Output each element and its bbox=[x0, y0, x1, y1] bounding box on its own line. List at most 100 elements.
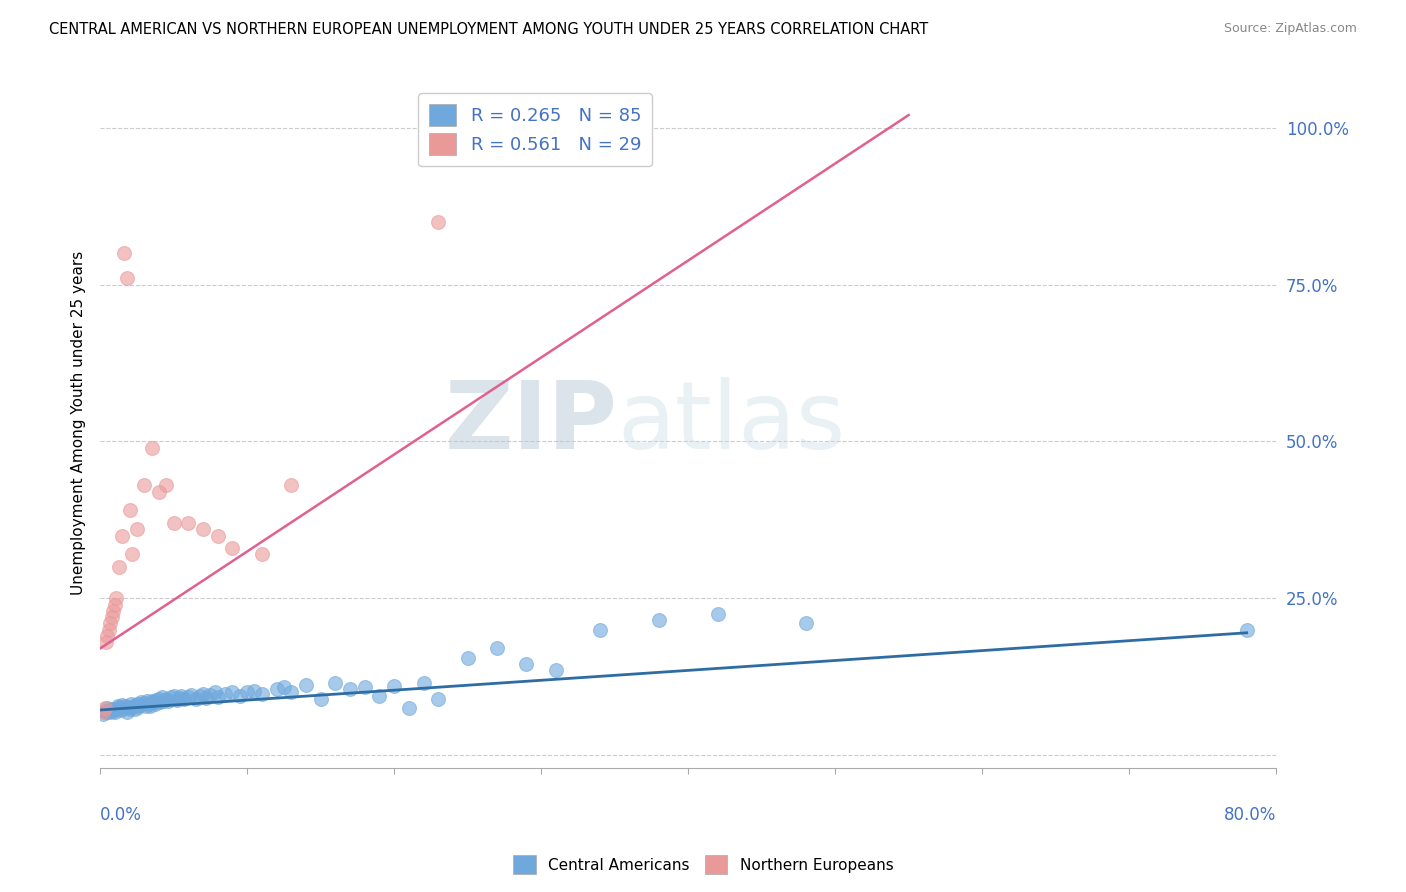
Legend: R = 0.265   N = 85, R = 0.561   N = 29: R = 0.265 N = 85, R = 0.561 N = 29 bbox=[419, 94, 652, 166]
Point bbox=[103, 604, 125, 618]
Point bbox=[368, 689, 391, 703]
Point bbox=[152, 693, 174, 707]
Point bbox=[159, 690, 181, 704]
Point bbox=[112, 246, 135, 260]
Text: ZIP: ZIP bbox=[444, 376, 617, 468]
Point bbox=[589, 623, 612, 637]
Point bbox=[273, 681, 295, 695]
Point bbox=[180, 688, 202, 702]
Point bbox=[110, 703, 132, 717]
Point bbox=[412, 676, 434, 690]
Point bbox=[515, 657, 537, 672]
Point bbox=[97, 703, 120, 717]
Point bbox=[145, 693, 167, 707]
Point bbox=[323, 676, 346, 690]
Point bbox=[96, 629, 118, 643]
Point bbox=[149, 695, 172, 709]
Point bbox=[143, 698, 166, 712]
Point bbox=[266, 682, 288, 697]
Point bbox=[150, 690, 173, 705]
Point bbox=[142, 695, 165, 709]
Point bbox=[111, 528, 134, 542]
Point bbox=[706, 607, 728, 621]
Point bbox=[194, 691, 217, 706]
Point bbox=[118, 503, 141, 517]
Point bbox=[135, 699, 157, 714]
Point bbox=[105, 702, 128, 716]
Point bbox=[112, 701, 135, 715]
Point bbox=[121, 700, 143, 714]
Point bbox=[107, 699, 129, 714]
Point bbox=[104, 705, 127, 719]
Point bbox=[100, 616, 122, 631]
Point bbox=[111, 698, 134, 712]
Point bbox=[250, 687, 273, 701]
Point bbox=[129, 695, 152, 709]
Point bbox=[353, 681, 375, 695]
Point bbox=[162, 689, 184, 703]
Point bbox=[118, 702, 141, 716]
Point bbox=[229, 689, 252, 703]
Point bbox=[236, 685, 259, 699]
Point bbox=[103, 704, 125, 718]
Point bbox=[309, 691, 332, 706]
Point bbox=[648, 613, 671, 627]
Point bbox=[166, 693, 188, 707]
Text: CENTRAL AMERICAN VS NORTHERN EUROPEAN UNEMPLOYMENT AMONG YOUTH UNDER 25 YEARS CO: CENTRAL AMERICAN VS NORTHERN EUROPEAN UN… bbox=[49, 22, 928, 37]
Point bbox=[339, 682, 361, 697]
Point bbox=[117, 699, 139, 714]
Point bbox=[120, 698, 142, 712]
Point bbox=[191, 687, 214, 701]
Point bbox=[94, 635, 117, 649]
Point bbox=[544, 664, 567, 678]
Point bbox=[115, 271, 138, 285]
Text: Source: ZipAtlas.com: Source: ZipAtlas.com bbox=[1223, 22, 1357, 36]
Point bbox=[108, 700, 131, 714]
Point bbox=[191, 522, 214, 536]
Point bbox=[100, 706, 122, 720]
Point bbox=[136, 694, 159, 708]
Point bbox=[141, 441, 163, 455]
Y-axis label: Unemployment Among Youth under 25 years: Unemployment Among Youth under 25 years bbox=[72, 251, 86, 595]
Point bbox=[794, 616, 817, 631]
Point bbox=[280, 685, 302, 699]
Point bbox=[93, 704, 115, 718]
Point bbox=[204, 685, 226, 699]
Text: atlas: atlas bbox=[617, 376, 846, 468]
Point bbox=[170, 689, 193, 703]
Point bbox=[382, 679, 405, 693]
Point bbox=[188, 689, 211, 703]
Point bbox=[485, 641, 508, 656]
Point bbox=[148, 484, 170, 499]
Point bbox=[250, 547, 273, 561]
Point bbox=[97, 623, 120, 637]
Point bbox=[104, 598, 127, 612]
Point bbox=[134, 478, 156, 492]
Point bbox=[156, 694, 179, 708]
Point bbox=[398, 701, 420, 715]
Point bbox=[115, 706, 138, 720]
Point bbox=[184, 691, 207, 706]
Text: 80.0%: 80.0% bbox=[1223, 805, 1277, 823]
Point bbox=[177, 690, 200, 705]
Point bbox=[457, 651, 479, 665]
Point bbox=[141, 693, 163, 707]
Point bbox=[173, 692, 195, 706]
Point bbox=[280, 478, 302, 492]
Point bbox=[221, 685, 243, 699]
Point bbox=[139, 698, 162, 713]
Point bbox=[91, 706, 114, 720]
Point bbox=[134, 696, 156, 710]
Point bbox=[155, 691, 177, 706]
Point bbox=[101, 610, 124, 624]
Point bbox=[200, 688, 222, 702]
Point bbox=[169, 691, 191, 706]
Point bbox=[295, 678, 318, 692]
Point bbox=[91, 707, 114, 722]
Point bbox=[155, 478, 177, 492]
Point bbox=[214, 687, 236, 701]
Point bbox=[108, 560, 131, 574]
Point bbox=[1236, 623, 1258, 637]
Point bbox=[127, 699, 149, 714]
Point bbox=[125, 697, 148, 711]
